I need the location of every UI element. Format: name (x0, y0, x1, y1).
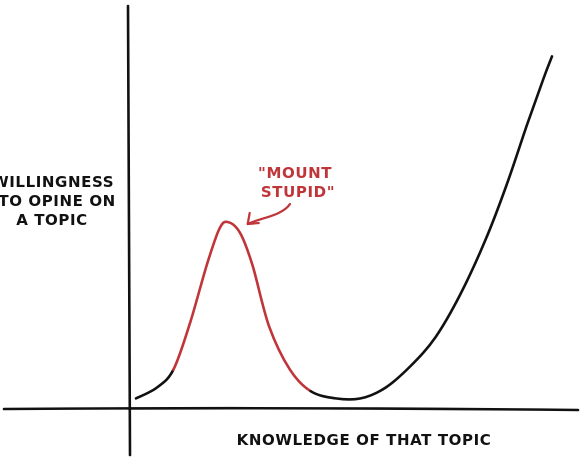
series-curve-group (134, 55, 554, 401)
x-axis-label: KNOWLEDGE OF THAT TOPIC (237, 431, 492, 449)
y-axis-label-line-1: WILLINGNESS (0, 173, 114, 191)
curve-segment-start (134, 368, 175, 400)
annotation-arrow-head (246, 211, 260, 226)
curve-segment-rise (309, 55, 554, 401)
y-axis-label-line-3: A TOPIC (16, 211, 88, 229)
x-axis-line (2, 406, 580, 412)
y-axis-label-line-2: TO OPINE ON (0, 192, 116, 210)
y-axis-line (126, 4, 132, 457)
annotation-label: "MOUNT STUPID" (258, 164, 338, 201)
annotation-line-2: STUPID" (261, 183, 335, 201)
y-axis-label: WILLINGNESS TO OPINE ON A TOPIC (0, 173, 122, 229)
curve-segment-mount-stupid (172, 220, 312, 393)
annotation-line-1: "MOUNT (258, 164, 332, 182)
annotation-arrow-shaft (246, 202, 292, 226)
